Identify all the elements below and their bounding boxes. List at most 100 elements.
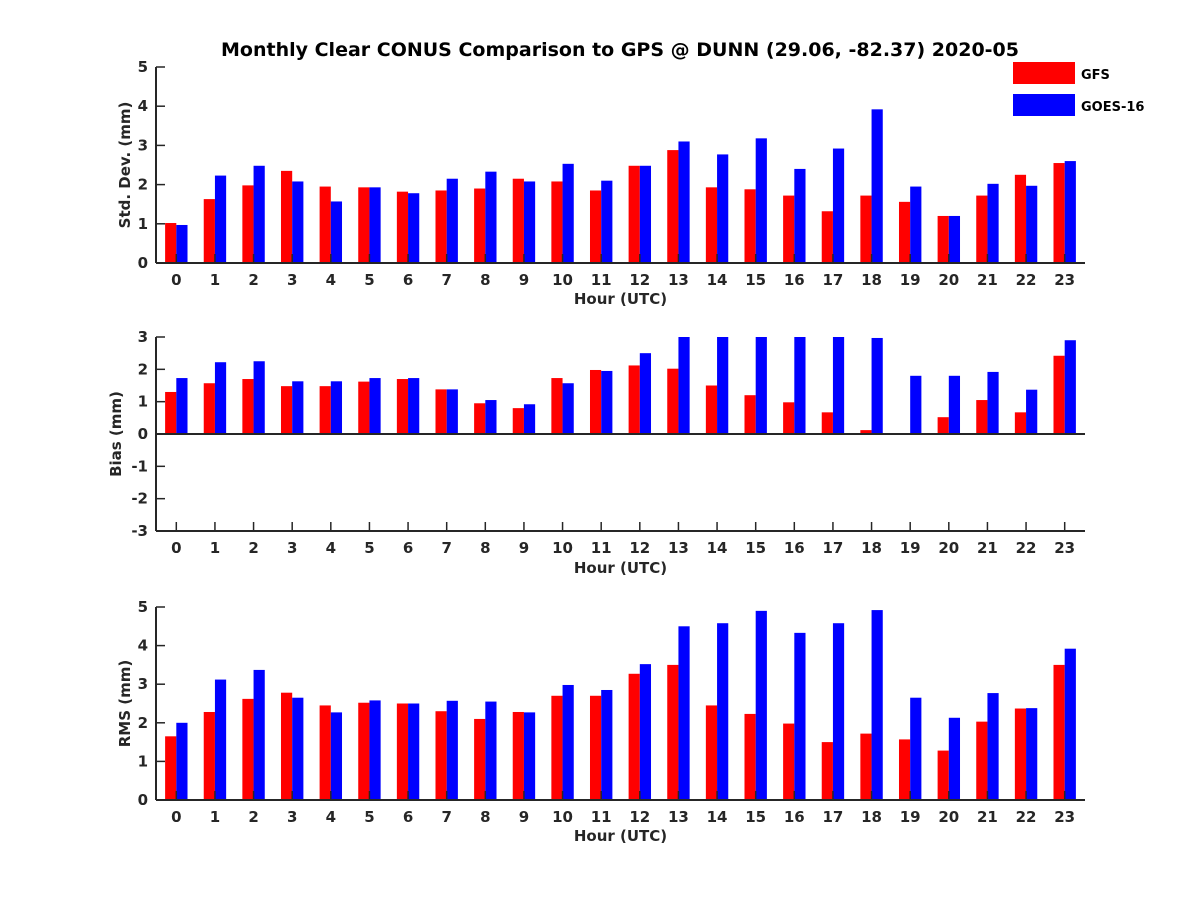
bias-bar-goes16-hour-19 xyxy=(910,375,922,434)
bias-ytick-label: 2 xyxy=(138,360,148,378)
legend-label-gfs: GFS xyxy=(1081,68,1110,83)
std-dev-bar-gfs-hour-21 xyxy=(976,195,988,263)
bias-bar-goes16-hour-21 xyxy=(987,371,999,434)
bias-bar-gfs-hour-8 xyxy=(474,403,486,434)
std-dev-bar-gfs-hour-6 xyxy=(396,191,409,263)
std-dev-bar-goes16-hour-17 xyxy=(832,148,845,263)
std-dev-xtick-label: 15 xyxy=(745,271,766,289)
std-dev-xtick-label: 14 xyxy=(707,271,728,289)
std-dev-bar-gfs-hour-17 xyxy=(821,211,833,263)
std-dev-bar-goes16-hour-16 xyxy=(794,168,806,263)
rms-bar-goes16-hour-9 xyxy=(523,712,536,800)
std-dev-bar-goes16-hour-11 xyxy=(601,180,613,263)
std-dev-bar-gfs-hour-11 xyxy=(589,190,602,263)
std-dev-bar-gfs-hour-5 xyxy=(358,187,370,263)
std-dev-xtick-label: 0 xyxy=(171,271,181,289)
std-dev-xtick-label: 19 xyxy=(900,271,921,289)
rms-bar-goes16-hour-8 xyxy=(485,701,497,800)
bias-xtick-label: 5 xyxy=(364,539,374,557)
rms-bar-goes16-hour-7 xyxy=(446,700,458,800)
bias-xtick-label: 4 xyxy=(326,539,336,557)
bias-bar-goes16-hour-11 xyxy=(601,370,613,434)
bias-bar-gfs-hour-11 xyxy=(589,369,602,434)
rms-bar-goes16-hour-1 xyxy=(214,679,227,800)
rms-ytick-label: 0 xyxy=(138,791,148,809)
bias-bar-gfs-hour-23 xyxy=(1053,355,1065,434)
rms-xtick-label: 18 xyxy=(861,808,882,826)
bias-ytick-label: 3 xyxy=(138,328,148,346)
std-dev-xtick-label: 20 xyxy=(938,271,959,289)
bias-bar-gfs-hour-18 xyxy=(860,430,872,434)
std-dev-xtick-label: 9 xyxy=(519,271,529,289)
bias-bar-goes16-hour-17 xyxy=(832,337,845,434)
bias-xtick-label: 20 xyxy=(938,539,959,557)
rms-ytick-label: 5 xyxy=(138,598,148,616)
bias-xtick-label: 8 xyxy=(480,539,490,557)
std-dev-bar-gfs-hour-23 xyxy=(1053,163,1065,263)
rms-xtick-label: 21 xyxy=(977,808,998,826)
bias-ytick-label: -3 xyxy=(131,522,148,540)
bias-bar-gfs-hour-14 xyxy=(705,385,718,434)
std-dev-bar-goes16-hour-5 xyxy=(369,187,381,263)
std-dev-bar-gfs-hour-3 xyxy=(280,170,293,263)
bias-bar-gfs-hour-3 xyxy=(280,386,293,434)
std-dev-bar-gfs-hour-16 xyxy=(783,195,795,263)
bias-xtick-label: 9 xyxy=(519,539,529,557)
legend-swatch-gfs xyxy=(1013,62,1075,84)
rms-xtick-label: 10 xyxy=(552,808,573,826)
rms-bar-gfs-hour-10 xyxy=(551,695,563,800)
std-dev-bar-goes16-hour-4 xyxy=(330,201,343,263)
rms-xtick-label: 1 xyxy=(210,808,220,826)
rms-bar-gfs-hour-23 xyxy=(1053,664,1065,800)
bias-bar-goes16-hour-7 xyxy=(446,389,458,434)
std-dev-xtick-label: 4 xyxy=(326,271,336,289)
std-dev-bar-goes16-hour-0 xyxy=(176,224,188,263)
rms-xtick-label: 7 xyxy=(441,808,451,826)
bias-xtick-label: 23 xyxy=(1054,539,1075,557)
rms-bar-goes16-hour-19 xyxy=(910,697,922,800)
rms-bar-goes16-hour-20 xyxy=(948,717,961,800)
std-dev-xtick-label: 22 xyxy=(1016,271,1037,289)
rms-xtick-label: 15 xyxy=(745,808,766,826)
rms-ytick-label: 4 xyxy=(138,637,148,655)
std-dev-bar-gfs-hour-15 xyxy=(744,189,756,263)
std-dev-xtick-label: 23 xyxy=(1054,271,1075,289)
bias-ytick-label: 0 xyxy=(138,425,148,443)
bias-bar-gfs-hour-9 xyxy=(512,408,524,434)
std-dev-bar-gfs-hour-18 xyxy=(860,195,872,263)
bias-bar-gfs-hour-15 xyxy=(744,395,756,434)
bias-bar-goes16-hour-23 xyxy=(1064,340,1076,434)
rms-bar-gfs-hour-1 xyxy=(203,711,215,800)
rms-bar-gfs-hour-22 xyxy=(1014,708,1027,800)
std-dev-bar-goes16-hour-2 xyxy=(253,165,265,263)
rms-bar-gfs-hour-0 xyxy=(165,736,177,800)
rms-bar-gfs-hour-16 xyxy=(783,723,795,800)
bias-xtick-label: 3 xyxy=(287,539,297,557)
bias-bar-goes16-hour-16 xyxy=(794,337,806,434)
std-dev-xtick-label: 7 xyxy=(441,271,451,289)
rms-bar-goes16-hour-18 xyxy=(871,610,883,800)
rms-xtick-label: 20 xyxy=(938,808,959,826)
bias-xtick-label: 15 xyxy=(745,539,766,557)
rms-ytick-label: 1 xyxy=(138,752,148,770)
rms-bar-goes16-hour-22 xyxy=(1026,708,1038,800)
bias-bar-goes16-hour-10 xyxy=(562,383,574,434)
std-dev-bar-gfs-hour-9 xyxy=(512,178,524,263)
rms-bar-goes16-hour-6 xyxy=(408,703,420,800)
rms-bar-goes16-hour-16 xyxy=(794,632,806,800)
legend: GFS GOES-16 xyxy=(1013,62,1144,116)
bias-bar-goes16-hour-3 xyxy=(292,381,304,434)
bias-xtick-label: 18 xyxy=(861,539,882,557)
bias-xtick-label: 22 xyxy=(1016,539,1037,557)
bias-bar-gfs-hour-10 xyxy=(551,378,563,434)
bias-bar-goes16-hour-14 xyxy=(717,337,729,434)
rms-bar-gfs-hour-12 xyxy=(628,673,640,800)
rms-bar-gfs-hour-4 xyxy=(319,705,331,800)
bias-bar-gfs-hour-21 xyxy=(976,400,988,434)
bias-xlabel: Hour (UTC) xyxy=(574,559,667,577)
rms-xtick-label: 11 xyxy=(591,808,612,826)
std-dev-ytick-label: 3 xyxy=(138,136,148,154)
rms-bar-goes16-hour-11 xyxy=(601,689,613,800)
std-dev-bar-goes16-hour-21 xyxy=(987,183,999,263)
std-dev-bar-gfs-hour-8 xyxy=(474,188,486,263)
